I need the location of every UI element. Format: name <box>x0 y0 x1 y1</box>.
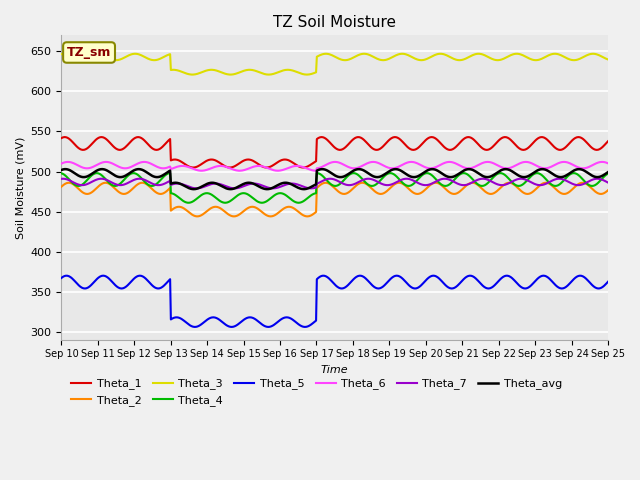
Y-axis label: Soil Moisture (mV): Soil Moisture (mV) <box>15 136 25 239</box>
Legend: Theta_1, Theta_2, Theta_3, Theta_4, Theta_5, Theta_6, Theta_7, Theta_avg: Theta_1, Theta_2, Theta_3, Theta_4, Thet… <box>67 374 566 410</box>
X-axis label: Time: Time <box>321 365 349 375</box>
Title: TZ Soil Moisture: TZ Soil Moisture <box>273 15 396 30</box>
Text: TZ_sm: TZ_sm <box>67 46 111 59</box>
